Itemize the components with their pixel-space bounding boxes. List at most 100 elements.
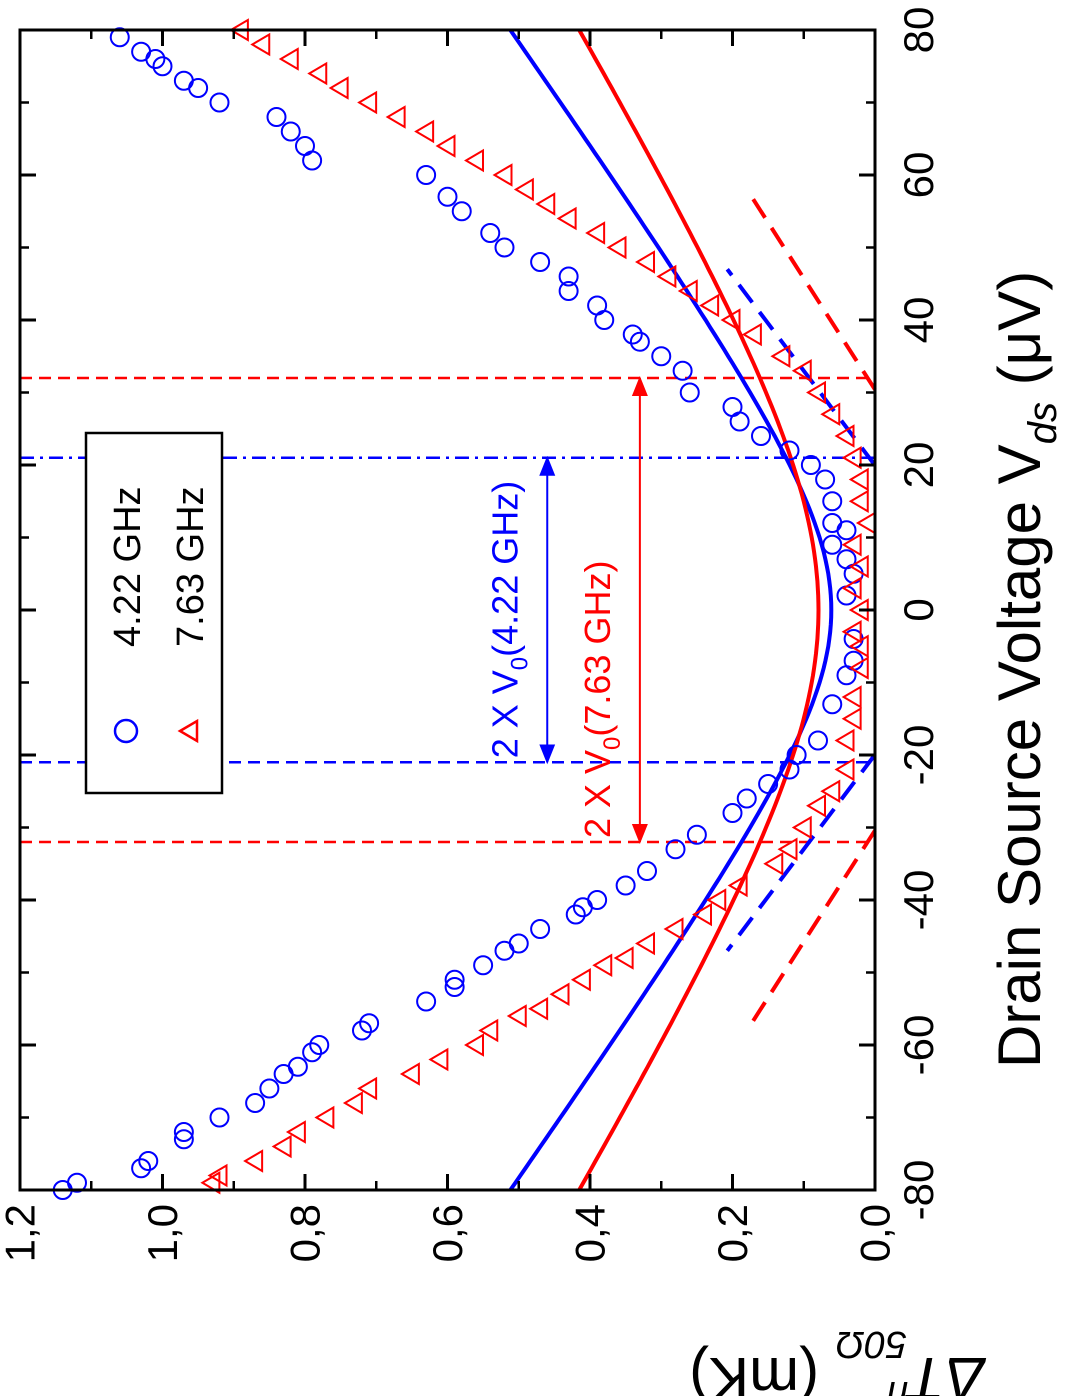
data-point-7.63ghz [556,206,577,231]
data-point-4.22ghz [473,955,494,976]
data-point-4.22ghz [836,549,857,570]
data-point-7.63ghz [841,707,862,731]
data-point-7.63ghz [592,953,613,977]
data-point-7.63ghz [820,402,841,426]
data-point-4.22ghz [822,491,843,512]
x-tick-label: -60 [895,1015,942,1076]
data-point-4.22ghz [67,1172,87,1193]
data-point-4.22ghz [173,70,194,91]
fit-curve-solid [577,29,821,1191]
data-point-7.63ghz [200,1171,221,1195]
data-point-7.63ghz [656,264,677,289]
legend-marker-triangle [177,718,199,744]
data-point-7.63ghz [848,554,869,579]
data-point-4.22ghz [672,360,693,381]
axis-labels: Drain Source Voltage Vds (μV) ΔTn50Ω (mK… [689,271,1065,1396]
data-point-4.22ghz [480,223,501,243]
data-point-4.22ghz [302,1042,323,1063]
y-tick-label: 0,8 [282,1204,329,1262]
data-point-4.22ghz [722,397,743,417]
data-point-7.63ghz [848,489,869,513]
data-point-7.63ghz [464,1033,484,1057]
x-axis-label: Drain Source Voltage Vds (μV) [986,271,1065,1068]
data-point-7.63ghz [692,902,712,927]
x-tick-label: 80 [895,7,942,54]
data-point-7.63ghz [278,47,299,71]
data-point-4.22ghz [822,534,843,555]
legend-label-4.22: 4.22 GHz [107,486,149,647]
data-point-7.63ghz [727,873,748,898]
x-tick-label: -20 [895,725,942,786]
data-point-7.63ghz [506,1004,527,1028]
data-point-4.22ghz [309,1035,330,1055]
data-point-4.22ghz [131,41,152,62]
data-point-4.22ghz [587,890,608,910]
data-point-7.63ghz [357,1076,378,1101]
data-point-7.63ghz [513,177,534,202]
data-point-4.22ghz [637,861,657,881]
fit-asymptote-dashed [725,753,877,952]
legend-box [84,431,224,795]
data-point-4.22ghz [173,1122,194,1142]
data-point-7.63ghz [635,931,655,956]
data-point-7.63ghz [549,982,570,1006]
data-point-7.63ghz [635,250,655,274]
data-point-4.22ghz [359,1013,380,1034]
data-point-7.63ghz [328,76,349,100]
data-point-4.22ghz [629,331,650,352]
data-point-4.22ghz [259,1078,280,1099]
y-axis-label: ΔTn50Ω (mK) [689,1323,987,1396]
data-point-4.22ghz [494,237,515,258]
data-point-4.22ghz [416,991,437,1012]
data-point-7.63ghz [770,344,791,368]
data-point-7.63ghz [820,779,841,803]
data-point-7.63ghz [414,119,435,144]
legend-label-7.63: 7.63 GHz [170,486,212,647]
data-point-4.22ghz [822,513,843,533]
data-point-7.63ghz [285,1120,306,1144]
data-point-7.63ghz [528,997,549,1021]
data-point-4.22ghz [736,788,757,809]
fit-asymptote-dashed [745,188,877,391]
data-point-4.22ghz [815,469,836,490]
data-point-4.22ghz [109,27,130,48]
annotation-label: 2 X V0(4.22 GHz) [484,481,533,758]
data-point-4.22ghz [786,745,807,765]
data-point-4.22ghz [287,1056,308,1077]
data-point-7.63ghz [606,235,627,260]
data-point-7.63ghz [699,293,720,318]
data-point-4.22ghz [622,324,643,345]
x-tick-label: -80 [895,1160,942,1221]
data-point-7.63ghz [464,148,484,173]
data-point-7.63ghz [357,90,378,115]
annotations: 2 X V0(7.63 GHz) 2 X V0(4.22 GHz) [484,376,648,844]
x-tick-label: 40 [895,297,942,344]
data-point-4.22ghz [131,1158,152,1179]
data-point-7.63ghz [834,728,855,753]
data-point-4.22ghz [245,1093,266,1113]
data-point-4.22ghz [800,455,821,475]
data-point-4.22ghz [209,92,230,113]
data-point-4.22ghz [209,1107,230,1128]
data-point-4.22ghz [530,252,551,272]
data-point-4.22ghz [686,824,707,845]
data-point-4.22ghz [751,426,771,446]
data-point-7.63ghz [834,757,855,782]
data-point-4.22ghz [352,1020,372,1041]
data-point-7.63ghz [399,1062,420,1086]
data-point-7.63ghz [435,134,456,158]
data-point-7.63ghz [271,1134,292,1159]
data-point-7.63ghz [428,1047,449,1072]
data-point-7.63ghz [250,32,271,57]
data-point-4.22ghz [758,774,779,794]
data-point-4.22ghz [779,440,800,461]
legend: 4.22 GHz 7.63 GHz [84,431,224,795]
data-point-4.22ghz [437,186,458,207]
data-point-7.63ghz [314,1105,335,1130]
data-point-4.22ghz [558,281,579,301]
x-tick-label: 0 [895,598,942,621]
data-point-7.63ghz [791,359,812,383]
y-tick-label: 0,0 [852,1204,899,1262]
data-point-7.63ghz [243,1149,264,1173]
